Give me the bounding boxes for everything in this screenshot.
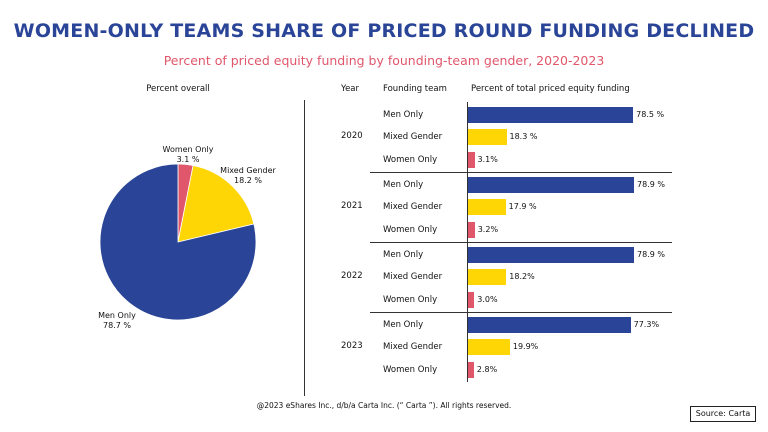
team-label-women-only: Women Only xyxy=(383,365,438,375)
bar-value-2021-women-only: 3.2% xyxy=(477,225,499,234)
team-label-mixed-gender: Mixed Gender xyxy=(383,272,443,282)
bar-value-2022-men-only: 78.9 % xyxy=(637,250,665,259)
bar-2023-men-only xyxy=(468,317,631,333)
bar-2020-men-only xyxy=(468,107,634,123)
pie-label-men-only: Men Only 78.7 % xyxy=(82,311,152,331)
year-separator xyxy=(370,242,672,243)
bar-value-2020-mixed-gender: 18.3 % xyxy=(509,132,538,141)
pie-heading: Percent overall xyxy=(146,84,210,94)
year-label-2021: 2021 xyxy=(341,201,363,211)
bar-value-2023-men-only: 77.3% xyxy=(633,320,660,329)
pie-label-men-only-value: 78.7 % xyxy=(103,321,131,330)
bar-2023-women-only xyxy=(468,362,474,378)
team-label-women-only: Women Only xyxy=(383,155,438,165)
bar-2022-men-only xyxy=(468,247,634,263)
year-separator xyxy=(370,172,672,173)
bar-2021-men-only xyxy=(468,177,634,193)
year-separator xyxy=(370,312,672,313)
bar-value-2020-men-only: 78.5 % xyxy=(636,110,665,119)
team-label-men-only: Men Only xyxy=(383,180,424,190)
year-label-2020: 2020 xyxy=(341,131,363,141)
bar-value-2021-men-only: 78.9 % xyxy=(637,180,665,189)
team-label-men-only: Men Only xyxy=(383,110,424,120)
pie-chart xyxy=(99,163,257,321)
bar-2021-mixed-gender xyxy=(468,199,506,215)
pie-label-mixed-gender: Mixed Gender 18.2 % xyxy=(210,166,286,186)
copyright-notice: @2023 eShares Inc., d/b/a Carta Inc. (“ … xyxy=(256,401,512,410)
panel-divider xyxy=(304,100,305,396)
chart-subtitle: Percent of priced equity funding by foun… xyxy=(163,53,605,68)
year-label-2022: 2022 xyxy=(341,271,363,281)
bar-2023-mixed-gender xyxy=(468,339,510,355)
pie-label-women-only-name: Women Only xyxy=(162,145,214,154)
team-label-women-only: Women Only xyxy=(383,295,438,305)
pie-label-mixed-gender-value: 18.2 % xyxy=(234,176,262,185)
team-label-mixed-gender: Mixed Gender xyxy=(383,202,443,212)
bar-value-2023-women-only: 2.8% xyxy=(476,365,498,374)
pie-label-men-only-name: Men Only xyxy=(98,311,136,320)
bar-value-2022-women-only: 3.0% xyxy=(477,295,498,304)
team-label-men-only: Men Only xyxy=(383,320,424,330)
team-label-women-only: Women Only xyxy=(383,225,438,235)
bar-value-2021-mixed-gender: 17.9 % xyxy=(508,202,537,211)
pie-slice-men-only xyxy=(99,163,257,321)
bar-2022-mixed-gender xyxy=(468,269,507,285)
pie-label-women-only: Women Only 3.1 % xyxy=(150,145,226,165)
year-label-2023: 2023 xyxy=(341,341,363,351)
team-label-men-only: Men Only xyxy=(383,250,424,260)
column-header-percent: Percent of total priced equity funding xyxy=(471,84,630,94)
pie-slice-mixed-gender xyxy=(177,165,255,243)
source-box: Source: Carta xyxy=(690,406,756,422)
bar-2020-women-only xyxy=(468,152,475,168)
chart-title: WOMEN-ONLY TEAMS SHARE OF PRICED ROUND F… xyxy=(13,20,755,42)
bar-2022-women-only xyxy=(468,292,475,308)
column-header-year: Year xyxy=(341,84,359,94)
bar-2021-women-only xyxy=(468,222,475,238)
bar-value-2022-mixed-gender: 18.2% xyxy=(509,272,535,281)
column-header-founding-team: Founding team xyxy=(383,84,447,94)
pie-label-women-only-value: 3.1 % xyxy=(176,155,200,164)
pie-label-mixed-gender-name: Mixed Gender xyxy=(220,166,276,175)
bar-value-2020-women-only: 3.1% xyxy=(477,155,498,164)
team-label-mixed-gender: Mixed Gender xyxy=(383,132,443,142)
bar-2020-mixed-gender xyxy=(468,129,507,145)
bar-value-2023-mixed-gender: 19.9% xyxy=(512,342,539,351)
team-label-mixed-gender: Mixed Gender xyxy=(383,342,443,352)
